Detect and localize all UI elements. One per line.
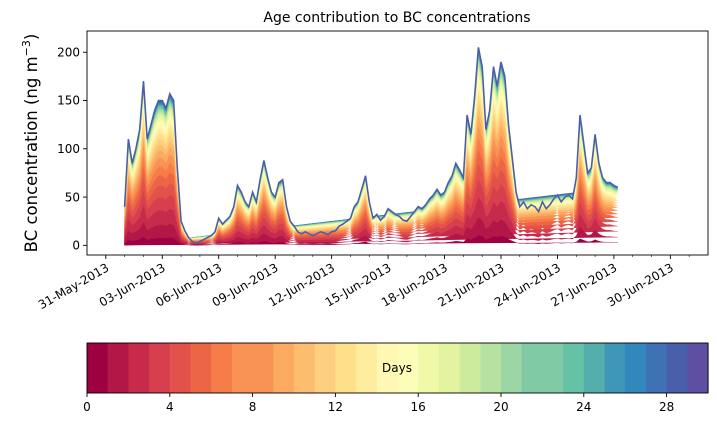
colorbar-swatch [459, 343, 481, 393]
colorbar-swatches [87, 343, 709, 393]
colorbar-swatch [687, 343, 709, 393]
colorbar-swatch [273, 343, 295, 393]
y-tick-label: 100 [57, 142, 80, 156]
colorbar-swatch [128, 343, 150, 393]
age-band-0 [124, 235, 618, 246]
y-tick-label: 50 [65, 190, 80, 204]
colorbar-swatch [356, 343, 378, 393]
colorbar-swatch [252, 343, 274, 393]
plot-area: 0 50 100 150 200 31-May-201303-Jun-201306-Ju… [36, 30, 709, 312]
colorbar-ticks: 0 4 8 12 16 20 24 28 [83, 393, 674, 414]
colorbar-swatch [107, 343, 129, 393]
colorbar-swatch [625, 343, 647, 393]
colorbar-swatch [480, 343, 502, 393]
colorbar-swatch [666, 343, 688, 393]
colorbar: Days 0 4 8 12 16 20 24 28 [83, 342, 709, 414]
colorbar-swatch [211, 343, 233, 393]
colorbar-swatch [87, 343, 109, 393]
colorbar-swatch [335, 343, 357, 393]
y-tick-label: 200 [57, 45, 80, 59]
y-axis: 0 50 100 150 200 [57, 45, 87, 253]
colorbar-label: Days [382, 361, 412, 375]
colorbar-swatch [563, 343, 585, 393]
colorbar-tick-label: 24 [576, 400, 591, 414]
y-tick-label: 0 [72, 239, 80, 253]
colorbar-tick-label: 20 [493, 400, 508, 414]
stacked-areas [123, 47, 619, 246]
y-axis-label-exponent: −3 [20, 40, 33, 56]
y-tick-label: 150 [57, 94, 80, 108]
colorbar-tick-label: 8 [249, 400, 257, 414]
colorbar-tick-label: 4 [166, 400, 174, 414]
colorbar-swatch [190, 343, 212, 393]
colorbar-tick-label: 0 [83, 400, 91, 414]
colorbar-swatch [521, 343, 543, 393]
colorbar-swatch [418, 343, 440, 393]
y-axis-label-main: BC concentration (ng m [22, 56, 41, 252]
chart-title: Age contribution to BC concentrations [263, 10, 530, 26]
colorbar-swatch [169, 343, 192, 393]
colorbar-swatch [583, 343, 606, 393]
colorbar-swatch [542, 343, 564, 393]
colorbar-frame [86, 342, 709, 394]
colorbar-swatch [438, 343, 461, 393]
colorbar-swatch [231, 343, 254, 393]
plot-frame [86, 30, 709, 256]
x-axis: 31-May-201303-Jun-201306-Jun-201309-Jun-… [36, 255, 690, 312]
colorbar-tick-label: 28 [659, 400, 674, 414]
colorbar-swatch [604, 343, 626, 393]
colorbar-tick-label: 12 [328, 400, 343, 414]
colorbar-swatch [149, 343, 171, 393]
colorbar-swatch [645, 343, 668, 393]
total-bc-line [123, 47, 619, 245]
colorbar-swatch [294, 343, 316, 393]
colorbar-swatch [397, 343, 419, 393]
colorbar-swatch [314, 343, 336, 393]
y-axis-label-close: ) [22, 34, 41, 40]
colorbar-tick-label: 16 [411, 400, 426, 414]
colorbar-swatch [376, 343, 399, 393]
colorbar-swatch [501, 343, 523, 393]
y-axis-label: BC concentration (ng m−3) [20, 34, 41, 253]
